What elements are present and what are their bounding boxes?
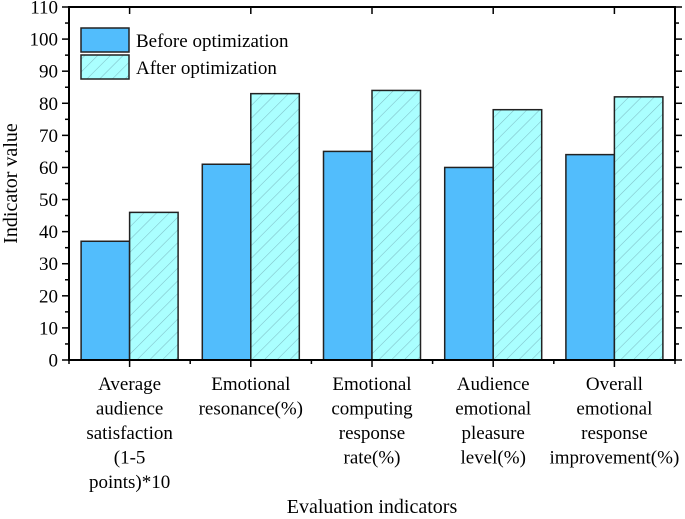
bar-before-optimization [443, 166, 494, 361]
x-tick-label-line: improvement(%) [550, 448, 680, 469]
bar-after-optimization [128, 211, 179, 361]
x-tick-label-line: Overall [586, 374, 643, 395]
bar-before-optimization [201, 163, 252, 361]
y-tick-label: 80 [39, 94, 58, 115]
x-tick-label-line: points)*10 [89, 472, 170, 493]
y-tick-label: 50 [39, 190, 58, 211]
legend-swatch [80, 54, 130, 80]
x-tick-label-line: satisfaction [86, 423, 173, 444]
y-tick-label: 30 [39, 254, 58, 275]
bar-after-optimization [492, 108, 543, 361]
y-tick-label: 110 [30, 0, 58, 19]
bar-after-optimization [371, 89, 422, 361]
bar-before-optimization [80, 240, 131, 361]
legend: Before optimization After optimization [80, 27, 289, 80]
x-tick-label: Audience emotional pleasure level(%) [455, 374, 531, 469]
legend-swatch [80, 27, 130, 53]
x-tick-label-line: rate(%) [344, 448, 401, 469]
x-tick-label: Average audience satisfaction (1-5 points)*1… [86, 374, 173, 493]
x-tick-label-line: response [581, 423, 647, 444]
x-axis: Average audience satisfaction (1-5 points)*1… [68, 7, 680, 493]
y-tick-label: 100 [30, 30, 59, 51]
y-tick-label: 60 [39, 158, 58, 179]
bar-after-optimization [613, 96, 664, 361]
bar-after-optimization [250, 92, 301, 361]
bar-before-optimization [565, 153, 616, 361]
y-tick-label: 0 [49, 351, 59, 372]
x-tick-label-line: Audience [457, 374, 530, 395]
y-axis-label: Indicator value [0, 123, 22, 244]
x-tick-label-line: resonance(%) [199, 399, 303, 420]
bars-group [80, 89, 664, 361]
y-axis: 0 10 20 30 40 50 60 70 80 90 100 110 [30, 0, 682, 372]
y-tick-label: 90 [39, 62, 58, 83]
y-tick-label: 10 [39, 318, 58, 339]
x-tick-label-line: emotional [455, 399, 531, 420]
x-tick-label: Emotional resonance(%) [199, 374, 303, 420]
y-tick-label: 40 [39, 222, 58, 243]
legend-label: Before optimization [136, 31, 289, 52]
x-tick-label-line: (1-5 [114, 448, 146, 469]
x-tick-label-line: Emotional [332, 374, 411, 395]
bar-before-optimization [322, 150, 373, 361]
x-tick-label-line: Average [98, 374, 161, 395]
x-tick-label-line: computing [331, 399, 413, 420]
x-axis-label: Evaluation indicators [287, 496, 458, 518]
x-tick-label-line: emotional [576, 399, 652, 420]
y-tick-label: 20 [39, 286, 58, 307]
x-tick-label-line: response [339, 423, 405, 444]
x-tick-label-line: level(%) [460, 448, 525, 469]
x-tick-label-line: pleasure [462, 423, 525, 444]
x-tick-label-line: audience [96, 399, 164, 420]
x-tick-label-line: Emotional [211, 374, 290, 395]
legend-label: After optimization [136, 58, 277, 79]
x-tick-label: Overall emotional response improvement(%) [550, 374, 680, 469]
y-tick-label: 70 [39, 126, 58, 147]
x-tick-label: Emotional computing response rate(%) [331, 374, 413, 469]
